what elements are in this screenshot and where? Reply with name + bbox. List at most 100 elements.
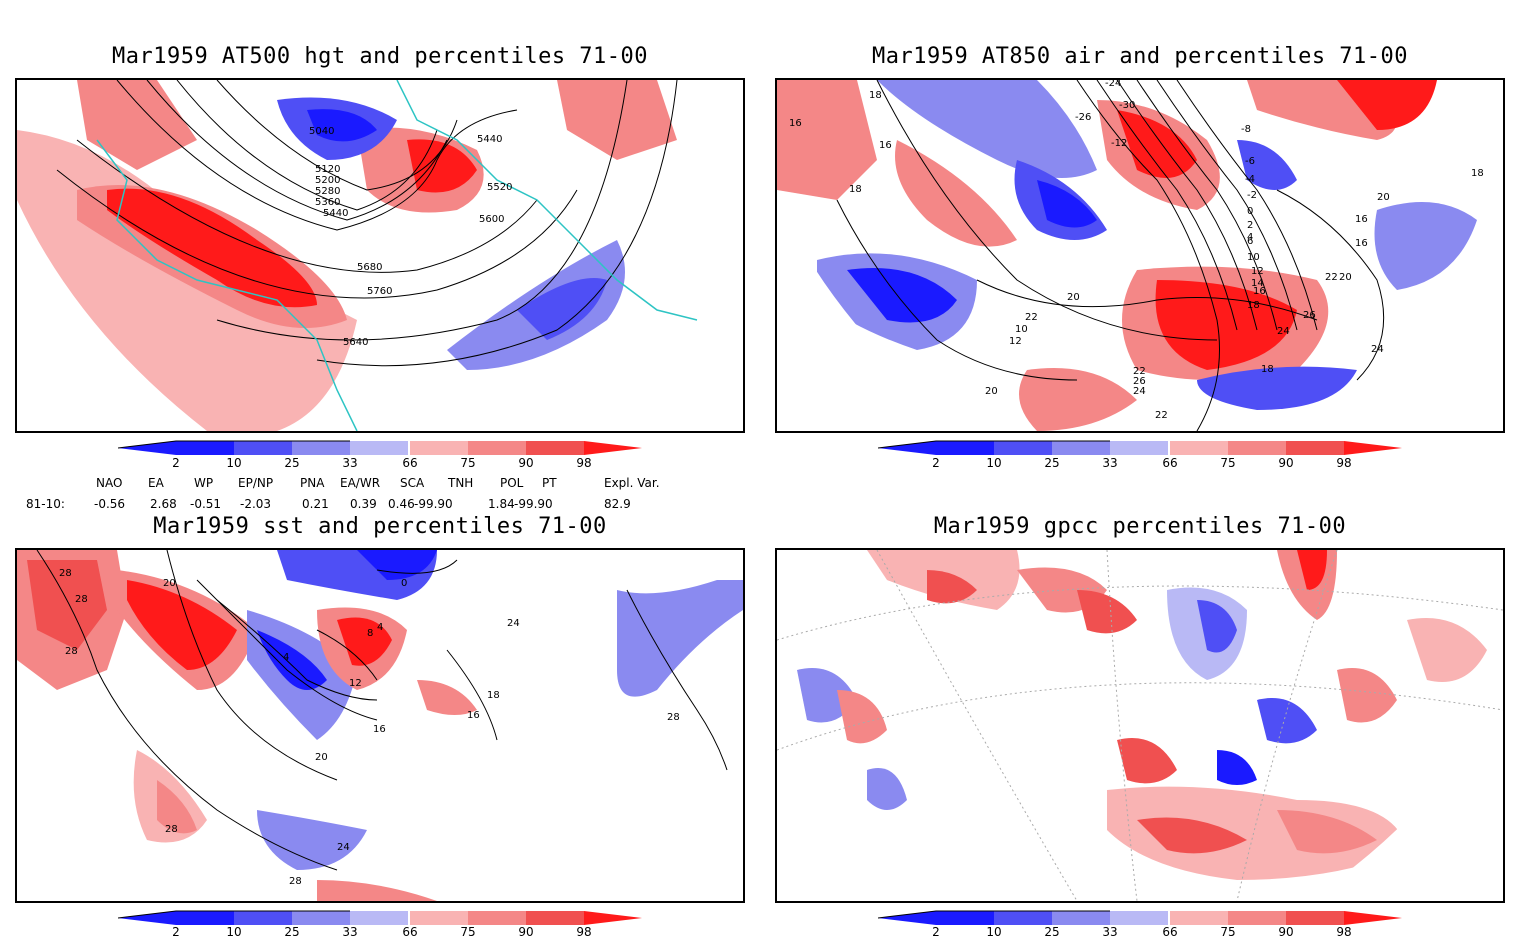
contour-label: 18 [1471, 168, 1484, 179]
contour-label: 4 [377, 622, 383, 633]
contour-label: 5200 [315, 175, 340, 186]
contour-label: 5600 [479, 214, 504, 225]
colorbar-tick: 33 [342, 925, 358, 939]
colorbar-tick: 75 [460, 925, 476, 939]
panel-title-hgt500: Mar1959 AT500 hgt and percentiles 71-00 [111, 44, 649, 69]
contour-label: 5640 [343, 337, 368, 348]
contour-label: 20 [315, 752, 328, 763]
colorbar-hgt500: 2 10 25 33 66 75 90 98 [117, 440, 642, 474]
contour-label: 28 [65, 646, 78, 657]
contour-label: -12 [1111, 138, 1127, 149]
contour-label: -2 [1247, 190, 1257, 201]
colorbar-tick: 66 [1162, 925, 1178, 939]
contour-label: 5520 [487, 182, 512, 193]
colorbar-tick: 25 [1044, 456, 1060, 470]
colorbar-tick: 10 [986, 456, 1002, 470]
contour-label: 0 [401, 578, 407, 589]
colorbar-tick: 2 [932, 925, 940, 939]
contour-label: 18 [849, 184, 862, 195]
contour-label: 6 [1247, 236, 1253, 247]
index-value: 2.68 [150, 497, 177, 511]
contour-label: -24 [1105, 80, 1121, 89]
index-value: 0.21 [302, 497, 329, 511]
colorbar-tick: 66 [402, 456, 418, 470]
contour-label: -6 [1245, 156, 1255, 167]
colorbar-gpcc-bar [877, 910, 1402, 925]
colorbar-air850: 2 10 25 33 66 75 90 98 [877, 440, 1402, 474]
contour-label: 5120 [315, 164, 340, 175]
sst-contour-labels: 28 28 28 20 0 8 4 4 12 16 16 20 24 28 28… [59, 568, 680, 887]
index-value: 0.39 [350, 497, 377, 511]
index-value: -2.03 [240, 497, 272, 511]
indices-values-row: 81-10: -0.56 2.68 -0.51 -2.03 0.21 0.39 … [0, 497, 760, 513]
index-row-label: 81-10: [26, 497, 65, 511]
contour-label: 18 [1261, 364, 1274, 375]
contour-label: 22 [1325, 272, 1338, 283]
colorbar-gpcc: 2 10 25 33 66 75 90 98 [877, 910, 1402, 940]
contour-label: 5280 [315, 186, 340, 197]
indices-header-row: NAO EA WP EP/NP PNA EA/WR SCA TNH POL PT… [0, 476, 760, 492]
contour-label: 5440 [323, 208, 348, 219]
index-header: TNH [448, 476, 474, 490]
index-header: EA/WR [340, 476, 381, 490]
colorbar-tick: 98 [1336, 925, 1352, 939]
contour-label: 18 [487, 690, 500, 701]
index-header: EA [148, 476, 164, 490]
contour-label: 5680 [357, 262, 382, 273]
contour-label: 24 [337, 842, 350, 853]
contour-label: 18 [869, 90, 882, 101]
contour-label: 20 [1377, 192, 1390, 203]
index-value: 0.46 [388, 497, 415, 511]
index-value: -99.90 [414, 497, 453, 511]
map-air850-canvas: 18 16 16 18 -24 -30 -26 -12 -8 -6 -4 -2 … [777, 80, 1484, 431]
contour-label: 2 [1247, 220, 1253, 231]
colorbar-tick: 90 [518, 456, 534, 470]
contour-label: 4 [283, 652, 289, 663]
contour-label: 28 [59, 568, 72, 579]
contour-label: 24 [1277, 326, 1290, 337]
colorbar-tick: 75 [1220, 456, 1236, 470]
colorbar-tick: 2 [172, 925, 180, 939]
contour-label: 16 [373, 724, 386, 735]
colorbar-tick: 75 [460, 456, 476, 470]
contour-label: 24 [507, 618, 520, 629]
contour-label: 8 [367, 628, 373, 639]
map-air850: 18 16 16 18 -24 -30 -26 -12 -8 -6 -4 -2 … [775, 78, 1505, 433]
index-header: Expl. Var. [604, 476, 660, 490]
colorbar-tick: 90 [1278, 925, 1294, 939]
colorbar-tick: 33 [342, 456, 358, 470]
index-header: NAO [96, 476, 123, 490]
colorbar-tick: 90 [518, 925, 534, 939]
colorbar-tick: 10 [986, 925, 1002, 939]
index-value: -0.51 [190, 497, 222, 511]
panel-title-air850: Mar1959 AT850 air and percentiles 71-00 [871, 44, 1409, 69]
contour-label: 20 [1067, 292, 1080, 303]
contour-label: 16 [789, 118, 802, 129]
colorbar-tick: 98 [576, 456, 592, 470]
colorbar-tick: 90 [1278, 456, 1294, 470]
map-gpcc-canvas [777, 550, 1503, 901]
map-sst: 28 28 28 20 0 8 4 4 12 16 16 20 24 28 28… [15, 548, 745, 903]
index-value: 82.9 [604, 497, 631, 511]
colorbar-tick: 2 [932, 456, 940, 470]
colorbar-hgt500-bar [117, 440, 642, 455]
contour-label: 26 [1303, 310, 1316, 321]
colorbar-tick: 25 [1044, 925, 1060, 939]
contour-label: 5360 [315, 197, 340, 208]
panel-title-gpcc: Mar1959 gpcc percentiles 71-00 [933, 514, 1347, 539]
contour-label: 10 [1247, 252, 1260, 263]
contour-label: -4 [1245, 174, 1255, 185]
contour-label: 12 [1251, 266, 1264, 277]
hgt500-contour-labels: 5040 5120 5200 5280 5360 5440 5440 5520 … [309, 126, 512, 348]
map-hgt500: 5040 5120 5200 5280 5360 5440 5440 5520 … [15, 78, 745, 433]
contour-label: 12 [349, 678, 362, 689]
contour-label: 28 [75, 594, 88, 605]
index-header: SCA [400, 476, 425, 490]
contour-label: 0 [1247, 206, 1253, 217]
colorbar-tick: 98 [1336, 456, 1352, 470]
colorbar-tick: 10 [226, 456, 242, 470]
colorbar-tick: 33 [1102, 456, 1118, 470]
colorbar-tick: 33 [1102, 925, 1118, 939]
contour-label: 12 [1009, 336, 1022, 347]
contour-label: 28 [289, 876, 302, 887]
